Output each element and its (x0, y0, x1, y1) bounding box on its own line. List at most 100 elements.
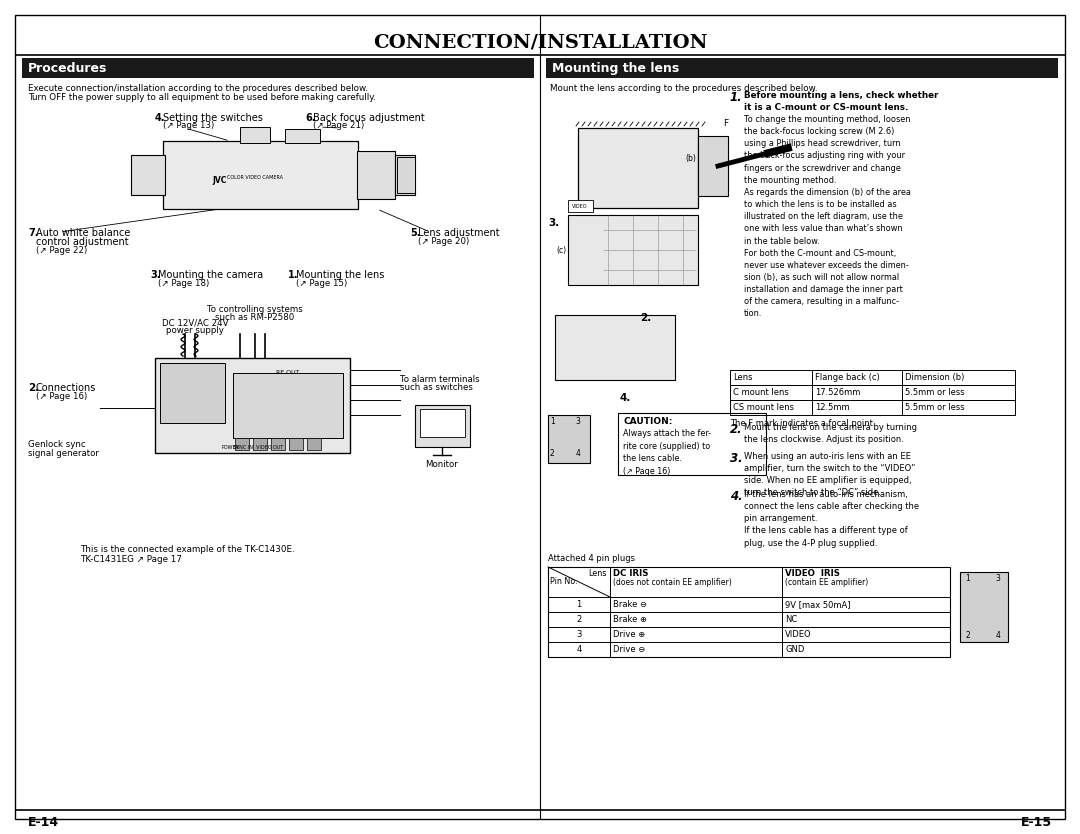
Bar (131, 155, 165, 195)
Text: 12.5mm: 12.5mm (815, 403, 850, 412)
Text: Turn OFF the power supply to all equipment to be used before making carefully.: Turn OFF the power supply to all equipme… (28, 93, 376, 102)
Circle shape (989, 614, 995, 620)
Text: (c): (c) (556, 245, 566, 254)
Text: Genlock sync: Genlock sync (28, 440, 85, 449)
Circle shape (558, 230, 598, 270)
Text: Flange back (c): Flange back (c) (815, 373, 880, 382)
Circle shape (551, 440, 562, 450)
Text: 3.: 3. (150, 270, 161, 280)
Text: control adjustment: control adjustment (36, 237, 129, 247)
Text: Mount the lens according to the procedures described below.: Mount the lens according to the procedur… (550, 84, 818, 93)
Text: VIDEO: VIDEO (785, 630, 812, 639)
Text: 2: 2 (966, 631, 970, 640)
Text: Setting the switches: Setting the switches (163, 113, 262, 123)
Text: signal generator: signal generator (28, 449, 99, 458)
Circle shape (989, 584, 995, 590)
Circle shape (194, 387, 206, 399)
Bar (698, 136, 728, 196)
Text: JVC: JVC (213, 175, 227, 184)
Bar (960, 572, 1008, 642)
Text: 3: 3 (576, 417, 580, 426)
Text: 2.: 2. (730, 423, 743, 436)
Text: (↗ Page 21): (↗ Page 21) (313, 121, 364, 130)
Bar (271, 438, 285, 450)
Bar (163, 141, 357, 209)
Text: 17.526mm: 17.526mm (815, 388, 861, 397)
Circle shape (140, 168, 154, 182)
Text: Attached 4 pin plugs: Attached 4 pin plugs (548, 554, 635, 563)
Text: If the lens has an auto-iris mechanism,
connect the lens cable after checking th: If the lens has an auto-iris mechanism, … (744, 490, 919, 548)
Bar (730, 370, 1015, 385)
Text: 4: 4 (577, 645, 582, 654)
Circle shape (568, 440, 580, 450)
Bar (397, 157, 415, 193)
Text: Brake ⊕: Brake ⊕ (613, 615, 647, 624)
Text: 3: 3 (995, 574, 1000, 583)
Bar (578, 128, 698, 208)
Text: (↗ Page 16): (↗ Page 16) (36, 392, 87, 401)
Circle shape (585, 155, 600, 171)
Text: power supply: power supply (166, 326, 224, 335)
Text: VIDEO  IRIS: VIDEO IRIS (785, 569, 840, 578)
Bar (546, 58, 1058, 78)
Text: Drive ⊖: Drive ⊖ (613, 645, 645, 654)
Bar (730, 385, 1015, 400)
Text: 3.: 3. (548, 218, 559, 228)
Text: 1.: 1. (730, 91, 743, 104)
Text: Mounting the camera: Mounting the camera (158, 270, 264, 280)
Circle shape (967, 614, 973, 620)
Text: Mounting the lens: Mounting the lens (296, 270, 384, 280)
Circle shape (561, 338, 579, 356)
Circle shape (161, 381, 185, 405)
Text: (↗ Page 15): (↗ Page 15) (296, 279, 348, 288)
Text: The F mark indicates a focal point.: The F mark indicates a focal point. (730, 419, 876, 428)
Text: 1: 1 (577, 600, 582, 609)
Bar (253, 438, 267, 450)
Text: To alarm terminals: To alarm terminals (400, 375, 480, 384)
Bar (160, 363, 225, 423)
Circle shape (577, 147, 609, 179)
Bar (420, 409, 465, 437)
Text: E-14: E-14 (28, 816, 59, 828)
Bar (555, 315, 675, 380)
Text: such as switches: such as switches (400, 383, 473, 392)
Text: Auto white balance: Auto white balance (36, 228, 131, 238)
Circle shape (551, 420, 562, 430)
Text: VIDEO: VIDEO (572, 203, 588, 208)
Text: 3: 3 (577, 630, 582, 639)
Text: Back focus adjustment: Back focus adjustment (313, 113, 424, 123)
Text: DC IRIS: DC IRIS (613, 569, 648, 578)
Text: 1: 1 (550, 417, 555, 426)
Circle shape (985, 610, 999, 624)
Text: C mount lens: C mount lens (733, 388, 788, 397)
Circle shape (133, 161, 161, 189)
Text: (↗ Page 20): (↗ Page 20) (418, 237, 469, 246)
Bar (22, 58, 534, 78)
Text: F: F (723, 118, 728, 128)
Text: Mounting the lens: Mounting the lens (552, 62, 679, 74)
Text: (↗ Page 22): (↗ Page 22) (36, 246, 87, 255)
Bar (548, 567, 950, 657)
Bar (307, 438, 321, 450)
Text: Lens adjustment: Lens adjustment (418, 228, 500, 238)
Text: Connections: Connections (36, 383, 96, 393)
Circle shape (568, 420, 580, 430)
Text: Mount the lens on the camera by turning
the lens clockwise. Adjust its position.: Mount the lens on the camera by turning … (744, 423, 917, 445)
Text: 2: 2 (550, 449, 555, 458)
Circle shape (985, 580, 999, 594)
Text: Execute connection/installation according to the procedures described below.: Execute connection/installation accordin… (28, 84, 368, 93)
Text: When using an auto-iris lens with an EE
amplifier, turn the switch to the “VIDEO: When using an auto-iris lens with an EE … (744, 452, 916, 497)
Text: 4.: 4. (620, 393, 632, 403)
Bar (618, 413, 766, 475)
Text: 6.: 6. (305, 113, 315, 123)
Text: CONNECTION/INSTALLATION: CONNECTION/INSTALLATION (373, 33, 707, 51)
Text: 1.: 1. (288, 270, 298, 280)
Bar (568, 215, 698, 285)
Text: 4: 4 (995, 631, 1000, 640)
Circle shape (188, 381, 212, 405)
Text: NC: NC (785, 615, 797, 624)
Circle shape (963, 610, 977, 624)
Text: GND: GND (785, 645, 805, 654)
Text: COLOR VIDEO CAMERA: COLOR VIDEO CAMERA (227, 174, 283, 179)
Text: DC 12V/AC 24V: DC 12V/AC 24V (162, 318, 228, 327)
